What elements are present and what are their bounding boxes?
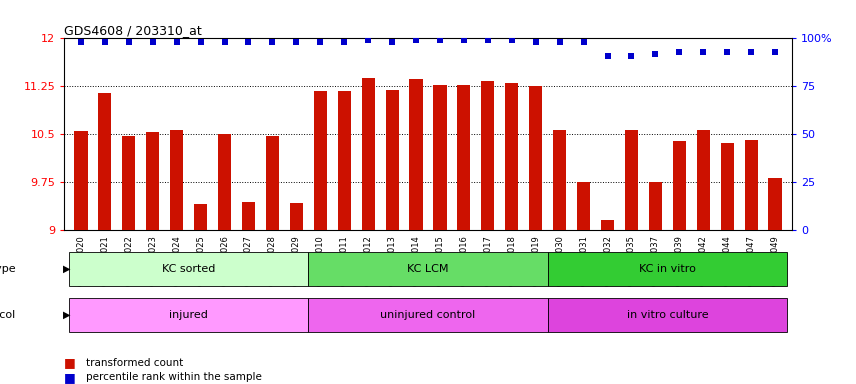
Bar (481, 81, 495, 230)
Bar (122, 136, 135, 230)
Bar (721, 143, 734, 230)
Point (385, 39, 399, 45)
Point (768, 49, 782, 55)
Point (74, 39, 88, 45)
Point (505, 37, 519, 43)
Point (721, 49, 734, 55)
Bar (553, 130, 566, 230)
Bar (745, 139, 758, 230)
Point (217, 39, 231, 45)
Point (433, 37, 447, 43)
Text: injured: injured (169, 310, 208, 320)
Bar (433, 85, 447, 230)
Point (122, 39, 135, 45)
Bar (577, 182, 590, 230)
Text: KC in vitro: KC in vitro (639, 264, 696, 274)
Bar (308, 298, 548, 332)
Text: ▶: ▶ (62, 310, 70, 320)
Bar (649, 182, 662, 230)
Bar (673, 141, 686, 230)
Bar (385, 89, 399, 230)
Point (409, 37, 423, 43)
Bar (625, 130, 638, 230)
Point (289, 39, 303, 45)
Bar (242, 202, 255, 230)
Point (265, 39, 279, 45)
Bar (769, 178, 782, 230)
Bar (361, 78, 375, 230)
Point (193, 39, 207, 45)
Point (625, 53, 639, 59)
Point (529, 39, 543, 45)
Bar (505, 83, 519, 230)
Bar (548, 252, 787, 286)
Text: percentile rank within the sample: percentile rank within the sample (86, 372, 261, 382)
Point (98, 39, 112, 45)
Bar (69, 252, 308, 286)
Text: uninjured control: uninjured control (380, 310, 476, 320)
Point (361, 37, 375, 43)
Point (697, 49, 710, 55)
Bar (69, 298, 308, 332)
Text: KC sorted: KC sorted (162, 264, 216, 274)
Point (673, 49, 687, 55)
Text: ■: ■ (64, 356, 76, 369)
Point (241, 39, 255, 45)
Bar (74, 131, 87, 230)
Bar (194, 204, 207, 230)
Point (744, 49, 758, 55)
Bar (266, 136, 279, 230)
Point (649, 51, 663, 57)
Point (553, 39, 567, 45)
Bar (337, 91, 351, 230)
Bar (409, 79, 423, 230)
Text: GDS4608 / 203310_at: GDS4608 / 203310_at (64, 24, 202, 37)
Bar (529, 86, 543, 230)
Text: transformed count: transformed count (86, 358, 183, 368)
Bar (290, 203, 303, 230)
Point (169, 39, 183, 45)
Bar (98, 93, 111, 230)
Bar (548, 298, 787, 332)
Text: in vitro culture: in vitro culture (627, 310, 708, 320)
Bar (170, 130, 183, 230)
Bar (146, 132, 159, 230)
Point (146, 39, 159, 45)
Bar (601, 220, 614, 230)
Bar (313, 91, 327, 230)
Bar (457, 85, 471, 230)
Text: ■: ■ (64, 371, 76, 384)
Bar (218, 134, 231, 230)
Point (337, 39, 351, 45)
Bar (308, 252, 548, 286)
Text: protocol: protocol (0, 310, 15, 320)
Point (457, 37, 471, 43)
Text: cell type: cell type (0, 264, 15, 274)
Point (601, 53, 615, 59)
Point (313, 39, 327, 45)
Text: ▶: ▶ (62, 264, 70, 274)
Point (481, 37, 495, 43)
Text: KC LCM: KC LCM (407, 264, 449, 274)
Point (577, 39, 591, 45)
Bar (697, 130, 710, 230)
